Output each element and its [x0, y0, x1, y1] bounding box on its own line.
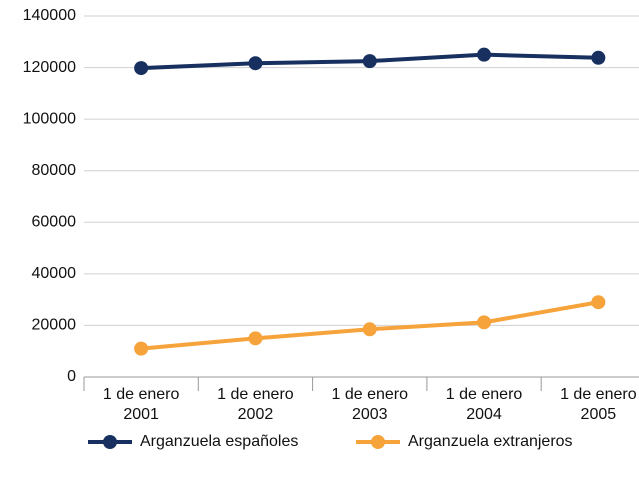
legend-marker — [371, 435, 385, 449]
legend-label: Arganzuela extranjeros — [408, 433, 573, 450]
point — [362, 322, 377, 337]
y-tick-label: 140000 — [23, 7, 76, 24]
x-tick-label: 1 de enero 2001 — [102, 386, 180, 423]
y-tick-label: 0 — [67, 368, 76, 385]
y-tick-label: 120000 — [23, 59, 76, 76]
point — [591, 295, 606, 310]
legend-label: Arganzuela españoles — [140, 433, 298, 450]
x-tick-label: 1 de enero 2005 — [560, 386, 637, 423]
y-tick-label: 100000 — [23, 110, 76, 127]
legend-marker — [103, 435, 117, 449]
x-tick-label: 1 de enero 2002 — [217, 386, 294, 423]
y-tick-label: 20000 — [32, 317, 77, 334]
point — [134, 61, 149, 76]
point — [477, 315, 492, 330]
point — [362, 54, 377, 69]
point — [248, 56, 263, 71]
y-tick-label: 80000 — [32, 162, 77, 179]
x-tick-label: 1 de enero 2003 — [331, 386, 408, 423]
point — [134, 341, 149, 356]
point — [248, 331, 263, 346]
y-tick-label: 60000 — [32, 214, 77, 231]
y-tick-label: 40000 — [32, 265, 77, 282]
point — [591, 50, 606, 65]
point — [477, 47, 492, 62]
x-tick-label: 1 de enero 2004 — [445, 386, 523, 423]
